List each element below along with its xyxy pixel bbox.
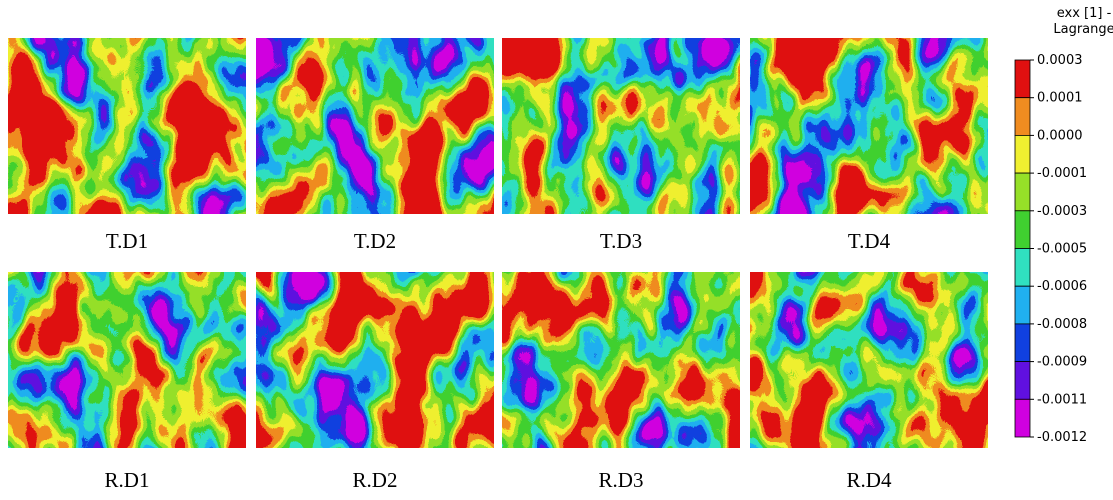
colorbar-label: 0.0001 — [1037, 91, 1083, 106]
colorbar-swatch — [1014, 134, 1031, 174]
strain-map — [750, 38, 988, 214]
colorbar-swatch — [1014, 248, 1031, 287]
colorbar-label: -0.0011 — [1037, 392, 1087, 407]
strain-map — [502, 272, 740, 448]
colorbar-swatch — [1014, 172, 1031, 212]
colorbar-label: -0.0003 — [1037, 204, 1087, 219]
colorbar-title: Lagrange — [1053, 22, 1113, 37]
colorbar-swatch — [1014, 285, 1031, 325]
panel-label: R.D1 — [105, 468, 150, 492]
panel-label: T.D3 — [600, 229, 642, 253]
panel-label: R.D4 — [847, 468, 892, 492]
colorbar-label: -0.0012 — [1037, 430, 1087, 445]
panel-label: T.D4 — [848, 229, 891, 253]
colorbar-swatch — [1014, 97, 1031, 136]
strain-map — [256, 272, 494, 448]
colorbar-label: 0.0003 — [1037, 53, 1083, 68]
panel-label: R.D3 — [599, 468, 644, 492]
strain-map — [256, 38, 494, 214]
strain-map — [502, 38, 740, 214]
colorbar-label: -0.0006 — [1037, 279, 1087, 294]
colorbar-swatch — [1014, 210, 1031, 249]
colorbar-swatch — [1014, 59, 1031, 99]
panel-label: T.D2 — [354, 229, 396, 253]
colorbar-swatch — [1014, 323, 1031, 362]
panel-label: R.D2 — [353, 468, 398, 492]
colorbar-title: exx [1] - — [1057, 6, 1112, 21]
strain-map — [8, 38, 246, 214]
colorbar-swatch — [1014, 361, 1031, 400]
strain-map — [750, 272, 988, 448]
colorbar-label: -0.0008 — [1037, 317, 1087, 332]
colorbar-swatch — [1014, 398, 1031, 438]
colorbar-label: -0.0005 — [1037, 242, 1087, 257]
colorbar-label: -0.0001 — [1037, 166, 1087, 181]
strain-map — [8, 272, 246, 448]
colorbar-label: 0.0000 — [1037, 128, 1083, 143]
panel-label: T.D1 — [106, 229, 148, 253]
colorbar-label: -0.0009 — [1037, 355, 1087, 370]
